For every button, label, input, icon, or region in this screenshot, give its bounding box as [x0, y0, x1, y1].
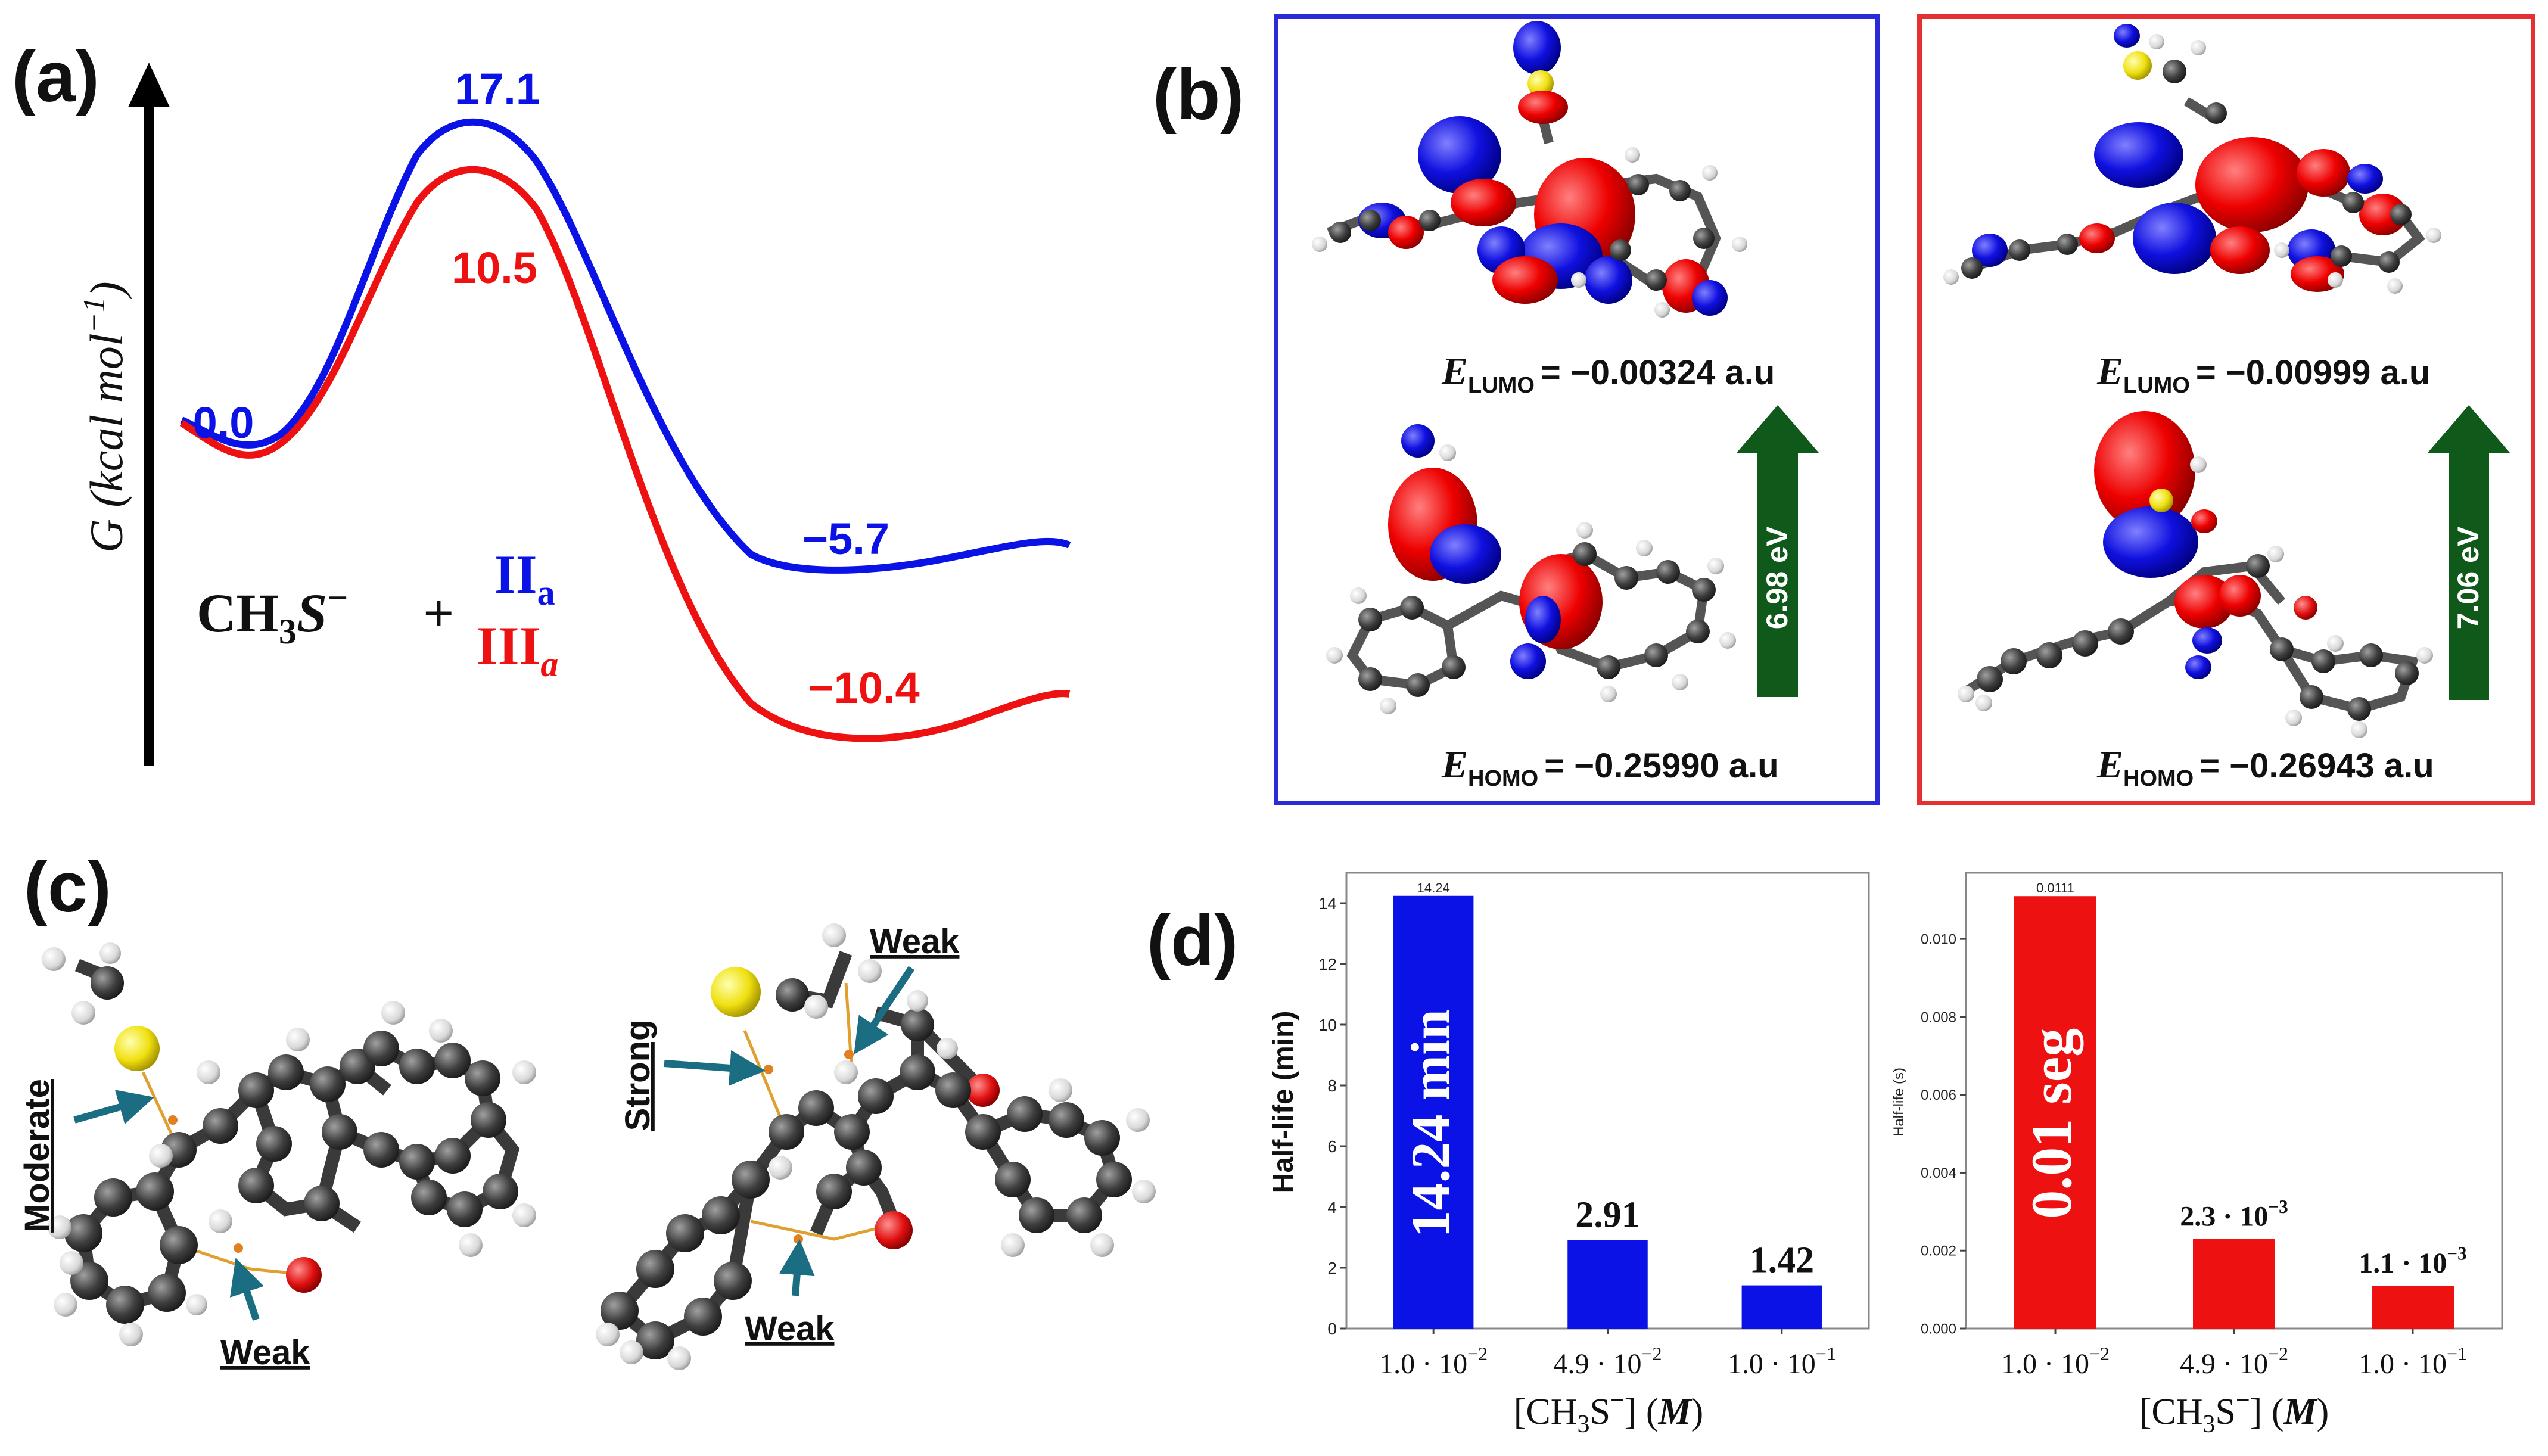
half-life-sec-chart: 0.000 0.002 0.004 0.006 0.008 0.010 1.0 · 10−2… — [1891, 872, 2503, 1438]
chart-sec-category-label: 4.9 · 10−2 — [2180, 1343, 2288, 1380]
arrow-weak-bottom — [779, 1239, 815, 1296]
chart-sec-bar — [2372, 1286, 2454, 1329]
homo-energy-IIa: EHOMO = −0.25990 a.u — [1441, 743, 1779, 791]
chart-min-ytick-label: 6 — [1327, 1137, 1337, 1156]
orbital-frame-IIa — [1274, 14, 1880, 805]
chart-sec-ytick-label: 0.010 — [1921, 932, 1956, 948]
label-IIa-prod: −5.7 — [802, 514, 889, 564]
panel-a: (a) G (kcal mol−1) 0.0 17.1 10.5 −5.7 −1… — [12, 37, 1071, 766]
chart-sec-ytick-label: 0.004 — [1921, 1165, 1956, 1181]
gap-arrow-IIIa — [2428, 405, 2510, 700]
chart-min-category-label: 1.0 · 10−1 — [1728, 1343, 1836, 1380]
chart-sec-bar-top-label: 0.0111 — [2036, 881, 2074, 895]
chart-sec-bar-value-label: 0.01 seg — [2020, 1028, 2083, 1219]
lumo-structure-IIa — [1312, 21, 1747, 318]
panel-b: (b) — [1153, 14, 2535, 805]
lumo-structure-IIIa — [1943, 24, 2441, 294]
profile-line-IIa — [180, 118, 1071, 574]
molecule-IIIa — [596, 923, 1156, 1370]
chart-min-ytick-label: 12 — [1318, 955, 1337, 973]
chart-sec-bar-value-label: 2.3 · 10−3 — [2180, 1196, 2288, 1233]
label-moderate: Moderate — [18, 1079, 57, 1233]
chart-sec-ylabel: Half-life (s) — [1891, 1068, 1907, 1137]
label-IIa-0: 0.0 — [193, 398, 254, 447]
label-IIa-ts: 17.1 — [455, 64, 540, 114]
arrow-strong — [664, 1050, 766, 1086]
lumo-energy-IIa: ELUMO = −0.00324 a.u — [1441, 350, 1775, 398]
chart-sec-ytick-label: 0.008 — [1921, 1009, 1956, 1025]
chart-sec-ytick-label: 0.002 — [1921, 1243, 1956, 1259]
panel-d-label: (d) — [1147, 901, 1238, 981]
chart-min-ytick-label: 2 — [1327, 1259, 1337, 1277]
gap-value-IIIa: 7.06 eV — [2451, 526, 2485, 629]
chart-min-bar-value-label: 2.91 — [1575, 1195, 1640, 1236]
chart-min-bar-value-label: 14.24 min — [1400, 1009, 1461, 1237]
panel-c-label: (c) — [24, 847, 111, 927]
plus-sign: + — [423, 583, 454, 643]
label-IIIa-prod: −10.4 — [808, 663, 919, 713]
chart-sec-bar — [2014, 896, 2096, 1329]
chart-sec-xlabel: [CH3S−] (M) — [2139, 1387, 2329, 1438]
label-strong: Strong — [618, 1020, 657, 1131]
chart-sec-ytick-label: 0.000 — [1921, 1321, 1956, 1337]
chart-sec-category-label: 1.0 · 10−1 — [2359, 1343, 2467, 1380]
orbital-frame-IIIa — [1917, 14, 2535, 805]
energy-axis-arrowhead — [128, 63, 170, 107]
label-IIIa-ts: 10.5 — [452, 243, 537, 293]
chart-min-ytick-label: 8 — [1327, 1077, 1337, 1095]
chart-min-bar — [1393, 895, 1474, 1329]
chart-min-bar-value-label: 1.42 — [1750, 1240, 1815, 1281]
arrow-weak-top — [854, 966, 914, 1054]
chart-min-bar-top-label: 14.24 — [1417, 881, 1450, 895]
chart-min-xlabel: [CH3S−] (M) — [1514, 1387, 1704, 1438]
chart-min-ytick-label: 0 — [1327, 1320, 1337, 1338]
homo-structure-IIa — [1326, 424, 1736, 714]
chart-sec-bar-value-label: 1.1 · 10−3 — [2359, 1243, 2466, 1279]
energy-axis-label: G (kcal mol−1) — [77, 281, 132, 552]
label-weak-top: Weak — [870, 922, 960, 961]
molecule-IIa — [42, 942, 536, 1346]
arrow-moderate — [73, 1090, 154, 1125]
species-IIa: IIa — [494, 544, 555, 612]
species-IIIa: IIIa — [477, 615, 558, 684]
half-life-min-chart: 0 2 4 6 8 10 12 14 1.0 · 10−2 4.9 · 10−2 1.0 · 10−… — [1268, 872, 1870, 1438]
chart-min-ytick-label: 4 — [1327, 1198, 1337, 1217]
chart-sec-category-label: 1.0 · 10−2 — [2001, 1343, 2110, 1380]
chart-min-category-label: 4.9 · 10−2 — [1553, 1343, 1662, 1380]
label-weak-left: Weak — [220, 1333, 310, 1372]
chart-min-ylabel: Half-life (min) — [1268, 1011, 1299, 1194]
panel-c: (c) — [18, 847, 1156, 1372]
chart-min-ytick-label: 14 — [1318, 894, 1337, 913]
chart-min-ytick-label: 10 — [1318, 1016, 1337, 1034]
chart-min-bar — [1567, 1240, 1648, 1329]
homo-energy-IIIa: EHOMO = −0.26943 a.u — [2096, 743, 2434, 791]
chart-min-category-label: 1.0 · 10−2 — [1379, 1343, 1488, 1380]
chart-sec-bar — [2193, 1239, 2275, 1329]
gap-value-IIa: 6.98 eV — [1760, 526, 1794, 629]
panel-d: (d) 0 2 4 6 8 10 12 14 1.0 · 10−2 4.9 · 10−2 1.0 ·… — [1147, 872, 2503, 1438]
label-weak-bottom: Weak — [745, 1309, 835, 1348]
lumo-energy-IIIa: ELUMO = −0.00999 a.u — [2096, 350, 2430, 398]
chart-min-bar — [1741, 1285, 1822, 1329]
arrow-weak-left — [230, 1258, 264, 1321]
reactant-formula: CH3S− — [197, 578, 349, 651]
panel-a-label: (a) — [12, 37, 99, 117]
chart-sec-ytick-label: 0.006 — [1921, 1087, 1956, 1103]
gap-arrow-IIa — [1737, 405, 1819, 697]
profile-line-IIIa — [179, 166, 1071, 742]
homo-structure-IIIa — [1958, 411, 2433, 738]
panel-b-label: (b) — [1153, 55, 1244, 135]
